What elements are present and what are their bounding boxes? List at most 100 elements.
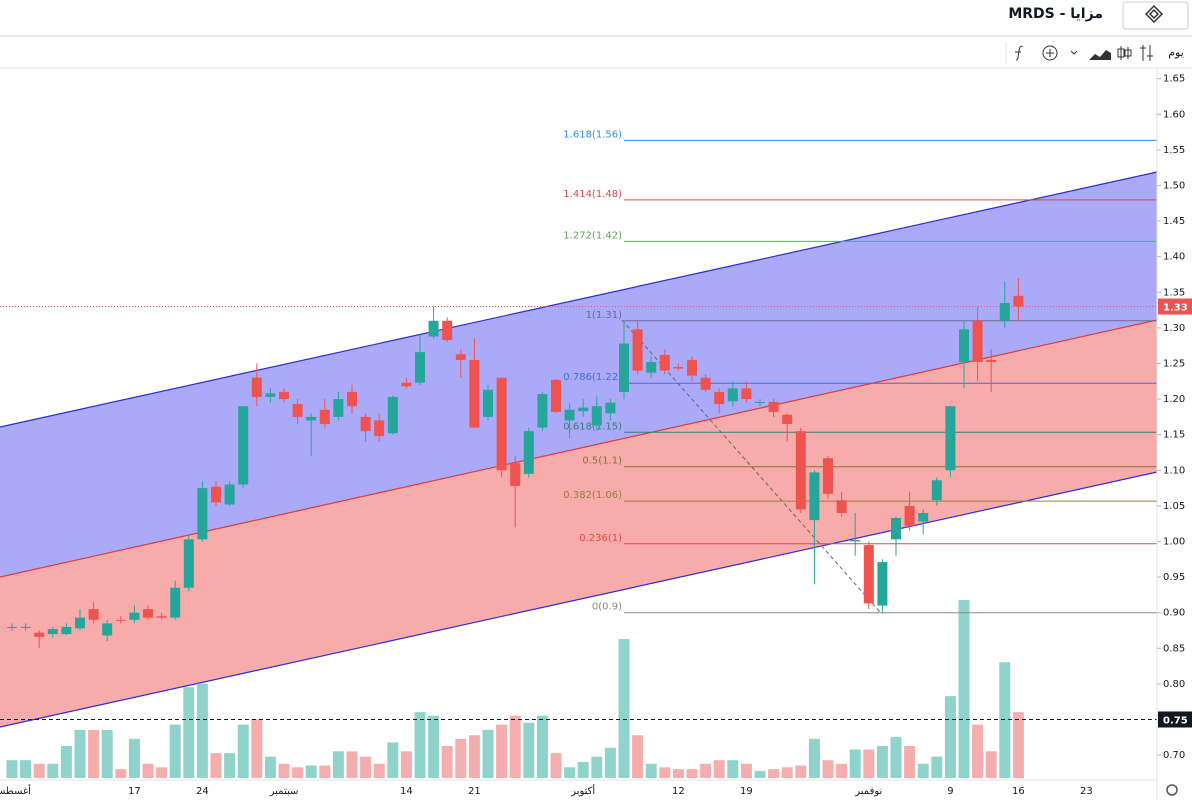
candle-body: [632, 329, 643, 371]
volume-bar: [808, 738, 820, 778]
volume-bar: [496, 724, 508, 778]
volume-bar: [251, 719, 263, 778]
volume-bar: [890, 737, 902, 778]
volume-bar: [795, 765, 807, 778]
volume-bar: [523, 722, 535, 778]
y-tick-label: 0.90: [1163, 608, 1185, 619]
compare-icon[interactable]: [1042, 45, 1058, 61]
channel: [0, 171, 1158, 728]
settings-icon[interactable]: [1166, 784, 1178, 796]
candle-body: [143, 609, 153, 618]
volume-bar: [1012, 712, 1024, 778]
volume-bar: [564, 767, 576, 778]
plot: 0(0.9) 0.236(1) 0.382(1.06) 0.5(1.1) 0.618(1…: [0, 129, 1157, 778]
candle-body: [360, 416, 371, 432]
dropdown-icon[interactable]: [1070, 50, 1078, 55]
volume-bar: [224, 753, 236, 778]
candle-body: [197, 488, 208, 540]
candle-body: [727, 388, 738, 402]
y-tick-label: 1.60: [1163, 109, 1185, 120]
candle-body: [442, 320, 453, 340]
candle-body: [945, 406, 956, 471]
x-tick-label: 17: [128, 786, 141, 797]
candle-body: [904, 505, 915, 526]
x-tick-label: 21: [468, 786, 481, 797]
candle-body: [34, 632, 45, 637]
volume-bar: [455, 738, 467, 778]
y-tick-label: 1.45: [1163, 216, 1185, 227]
fib-label: 0(0.9): [592, 602, 622, 613]
candle-body: [401, 382, 412, 387]
candle-body: [496, 377, 507, 471]
x-tick-label: 12: [672, 786, 685, 797]
y-tick-label: 0.95: [1163, 572, 1185, 583]
volume-bar: [33, 763, 45, 778]
toolbar: [0, 37, 1192, 68]
candle-body: [469, 359, 480, 428]
x-tick-label: 16: [1012, 786, 1025, 797]
y-tick-label: 1.55: [1163, 145, 1185, 156]
volume-bar: [659, 767, 671, 778]
candle-body: [646, 362, 657, 373]
candle-body: [102, 623, 113, 636]
price-marker-box: [1158, 298, 1192, 315]
candle-body: [605, 402, 616, 414]
volume-bar: [237, 724, 249, 778]
x-tick-label: 14: [400, 786, 413, 797]
x-tick-label: 23: [1080, 786, 1093, 797]
candle-body: [129, 612, 140, 620]
candle-body: [47, 629, 58, 635]
volume-bar: [672, 769, 684, 778]
y-tick-label: 1.25: [1163, 358, 1185, 369]
volume-bar: [373, 763, 385, 778]
y-tick-label: 1.15: [1163, 430, 1185, 441]
candle-body: [891, 517, 901, 540]
volume-bar: [727, 760, 739, 778]
x-tick-label: أكتوبر: [570, 784, 595, 797]
y-tick-label: 1.65: [1163, 74, 1185, 85]
bars-icon[interactable]: [1140, 45, 1153, 61]
candle-body: [224, 484, 235, 505]
volume-bar: [332, 751, 344, 778]
fib-label: 1(1.31): [586, 310, 623, 321]
candle-body: [836, 500, 847, 514]
candle-body: [918, 513, 929, 522]
volume-bar: [414, 712, 426, 778]
volume-bar: [360, 756, 372, 778]
volume-bar: [441, 745, 453, 778]
volume-bar: [387, 742, 399, 778]
fib-label: 0.618(1.15): [563, 421, 622, 432]
volume-bar: [931, 756, 943, 778]
y-tick-label: 1.50: [1163, 180, 1185, 191]
volume-bar: [428, 715, 440, 778]
volume-bar: [536, 715, 548, 778]
candles-icon[interactable]: [1117, 46, 1132, 60]
candle-body: [591, 406, 602, 426]
fib-label: 0.236(1): [579, 533, 622, 544]
volume-bar: [985, 751, 997, 778]
price-axis: 0.70 0.80 0.85 0.90 0.95 1.00 1.05 1.10 1.15 1.20…: [0, 74, 1192, 797]
fib-label: 0.382(1.06): [563, 490, 622, 501]
volume-bar: [156, 767, 168, 778]
candle-body: [537, 394, 548, 428]
volume-bar: [400, 751, 412, 778]
candle-body: [782, 414, 793, 425]
volume-bar: [88, 729, 100, 778]
price-marker-box: [1158, 711, 1192, 728]
volume-bar: [264, 756, 276, 778]
fib-label: 1.618(1.56): [563, 129, 622, 140]
x-tick-label: 24: [196, 786, 209, 797]
candle-body: [741, 388, 752, 400]
indicators-icon[interactable]: [1015, 45, 1023, 61]
interval-button[interactable]: يوم: [1168, 46, 1184, 59]
candle-body: [374, 420, 385, 437]
candle-body: [795, 431, 806, 510]
volume-bar: [768, 769, 780, 778]
volume-bar: [740, 763, 752, 778]
area-icon[interactable]: [1089, 50, 1111, 60]
y-tick-label: 1.20: [1163, 394, 1185, 405]
y-tick-label: 1.00: [1163, 536, 1185, 547]
candle-body: [700, 377, 711, 390]
volume-bar: [781, 767, 793, 778]
candle-body: [7, 626, 17, 628]
